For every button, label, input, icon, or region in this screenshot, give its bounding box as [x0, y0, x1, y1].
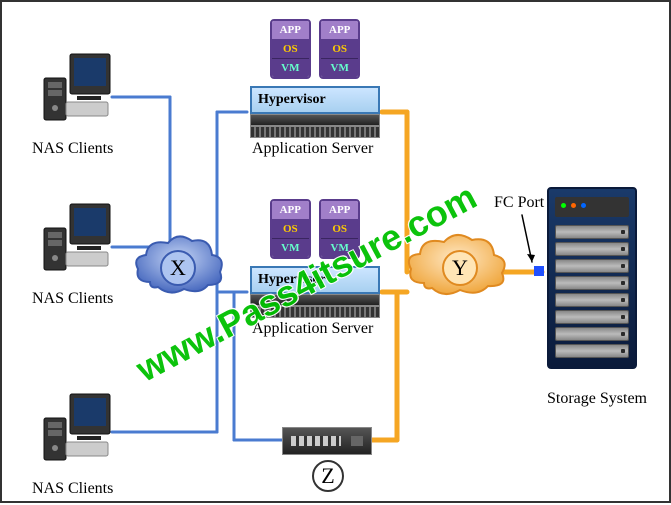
- rack-unit: [250, 294, 380, 306]
- rack-unit: [250, 306, 380, 318]
- vm-os-label: OS: [321, 220, 358, 239]
- vm-box: APP OS VM: [270, 19, 311, 79]
- vm-app-label: APP: [321, 201, 358, 220]
- vm-vm-label: VM: [321, 59, 358, 77]
- app-server-2-label: Application Server: [252, 320, 373, 338]
- vm-box: APP OS VM: [319, 199, 360, 259]
- app-server-1-label: Application Server: [252, 140, 373, 158]
- drive-bay: [555, 310, 629, 324]
- drive-bay: [555, 344, 629, 358]
- nas-client-1-label: NAS Clients: [32, 140, 113, 158]
- fc-port-label: FC Port: [494, 194, 544, 212]
- storage-label: Storage System: [547, 390, 647, 408]
- node-y: Y: [442, 250, 478, 286]
- vm-box: APP OS VM: [270, 199, 311, 259]
- nas-client-3: [42, 392, 112, 472]
- nas-gateway: [282, 427, 372, 455]
- drive-bay: [555, 327, 629, 341]
- drive-bay: [555, 242, 629, 256]
- fc-port: [534, 266, 544, 276]
- rack-unit: [250, 114, 380, 126]
- nas-client-2-label: NAS Clients: [32, 290, 113, 308]
- vm-os-label: OS: [272, 40, 309, 59]
- node-z-label: Z: [321, 463, 334, 489]
- storage-top-panel: [555, 197, 629, 217]
- vm-app-label: APP: [321, 21, 358, 40]
- nas-client-2: [42, 202, 112, 282]
- rack-unit: [250, 126, 380, 138]
- app-server-1: APP OS VM APP OS VM Hypervisor: [250, 17, 380, 138]
- nas-client-1: [42, 52, 112, 132]
- drive-bay: [555, 259, 629, 273]
- drive-bay: [555, 276, 629, 290]
- hypervisor-label: Hypervisor: [250, 266, 380, 294]
- vm-app-label: APP: [272, 201, 309, 220]
- storage-system: [547, 187, 637, 369]
- drive-bay: [555, 293, 629, 307]
- vm-vm-label: VM: [272, 239, 309, 257]
- vm-os-label: OS: [272, 220, 309, 239]
- vm-box: APP OS VM: [319, 19, 360, 79]
- vm-vm-label: VM: [272, 59, 309, 77]
- nas-client-3-label: NAS Clients: [32, 480, 113, 498]
- drive-bay: [555, 225, 629, 239]
- node-y-label: Y: [452, 255, 468, 281]
- vm-os-label: OS: [321, 40, 358, 59]
- vm-vm-label: VM: [321, 239, 358, 257]
- node-x-label: X: [170, 255, 186, 281]
- node-x: X: [160, 250, 196, 286]
- vm-app-label: APP: [272, 21, 309, 40]
- hypervisor-label: Hypervisor: [250, 86, 380, 114]
- app-server-2: APP OS VM APP OS VM Hypervisor: [250, 197, 380, 318]
- node-z: Z: [312, 460, 344, 492]
